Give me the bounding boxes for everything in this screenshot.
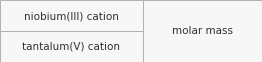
Text: tantalum(V) cation: tantalum(V) cation	[22, 41, 121, 52]
Bar	[143, 0, 262, 62]
Text: niobium(III) cation: niobium(III) cation	[24, 11, 119, 21]
Text: molar mass: molar mass	[172, 26, 233, 36]
Bar	[0, 31, 143, 62]
Bar	[0, 0, 143, 31]
